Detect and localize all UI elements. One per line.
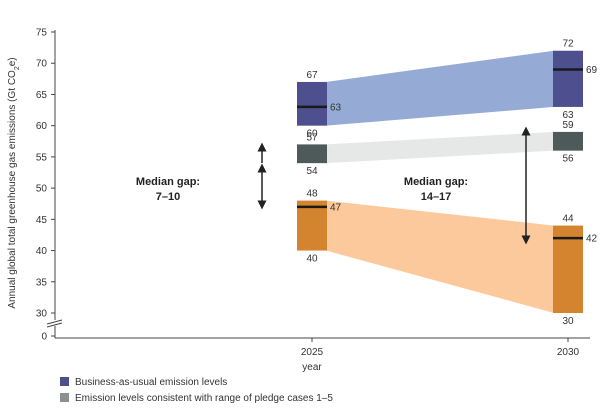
label-high-target-2030: 44 xyxy=(562,214,574,225)
y-tick-label-50: 50 xyxy=(36,184,48,195)
y-tick-label-40: 40 xyxy=(36,246,48,257)
label-low-pledge-2025: 54 xyxy=(306,166,318,177)
label-low-target-2030: 30 xyxy=(562,316,574,327)
value-labels: 63 67 60 69 72 63 57 54 59 56 47 48 40 42 44 30 xyxy=(306,39,597,327)
bar-target-2025 xyxy=(297,200,327,251)
legend-label-bau: Business-as-usual emission levels xyxy=(75,377,227,388)
band-pledge xyxy=(326,131,554,164)
y-tick-label-65: 65 xyxy=(36,90,48,101)
x-tick-label-2030: 2030 xyxy=(557,347,580,358)
label-high-target-2025: 48 xyxy=(306,189,318,200)
legend-label-pledge: Emission levels consistent with range of… xyxy=(75,393,333,404)
band-bau xyxy=(326,50,554,126)
bar-pledge-2025 xyxy=(297,144,327,164)
label-low-bau-2025: 60 xyxy=(306,129,318,140)
label-median-target-2025: 47 xyxy=(330,202,342,213)
y-tick-label-35: 35 xyxy=(36,277,48,288)
range-bars xyxy=(297,50,583,313)
label-low-pledge-2030: 56 xyxy=(562,154,574,165)
legend: Business-as-usual emission levels Emissi… xyxy=(60,377,333,404)
y-ticks: 75 70 65 60 55 50 45 40 35 30 0 xyxy=(36,28,55,343)
legend-swatch-bau xyxy=(60,377,69,386)
y-tick-label-55: 55 xyxy=(36,152,48,163)
label-high-pledge-2025: 57 xyxy=(306,132,318,143)
y-axis-title: Annual global total greenhouse gas emiss… xyxy=(7,57,21,308)
label-high-bau-2030: 72 xyxy=(562,39,574,50)
bar-bau-2030 xyxy=(553,50,583,107)
y-tick-label-60: 60 xyxy=(36,121,48,132)
label-median-bau-2030: 69 xyxy=(586,65,598,76)
x-tick-label-2025: 2025 xyxy=(301,347,324,358)
gap-value-2025: 7–10 xyxy=(156,191,180,203)
y-axis-break xyxy=(46,319,63,328)
y-axis-title-subscript: 2 xyxy=(14,66,21,70)
label-high-pledge-2030: 59 xyxy=(562,120,574,131)
gap-value-2030: 14–17 xyxy=(421,191,452,203)
label-median-target-2030: 42 xyxy=(586,234,598,245)
label-low-target-2025: 40 xyxy=(306,254,318,265)
label-low-bau-2030: 63 xyxy=(562,110,574,121)
legend-swatch-pledge xyxy=(60,393,69,402)
bar-pledge-2030 xyxy=(553,131,583,151)
gap-title-2025: Median gap: xyxy=(136,176,200,188)
y-tick-label-75: 75 xyxy=(36,28,48,39)
projection-bands xyxy=(326,50,554,313)
x-axis-title: year xyxy=(302,362,322,373)
bar-target-2030 xyxy=(553,225,583,313)
y-tick-label-45: 45 xyxy=(36,215,48,226)
y-tick-label-0: 0 xyxy=(41,332,47,343)
y-tick-label-70: 70 xyxy=(36,59,48,70)
x-ticks: 2025 2030 xyxy=(301,338,580,358)
gap-title-2030: Median gap: xyxy=(404,176,468,188)
label-high-bau-2025: 67 xyxy=(306,70,318,81)
band-target xyxy=(326,200,554,313)
label-median-bau-2025: 63 xyxy=(330,102,342,113)
y-tick-label-30: 30 xyxy=(36,309,48,320)
bar-bau-2025 xyxy=(297,81,327,126)
